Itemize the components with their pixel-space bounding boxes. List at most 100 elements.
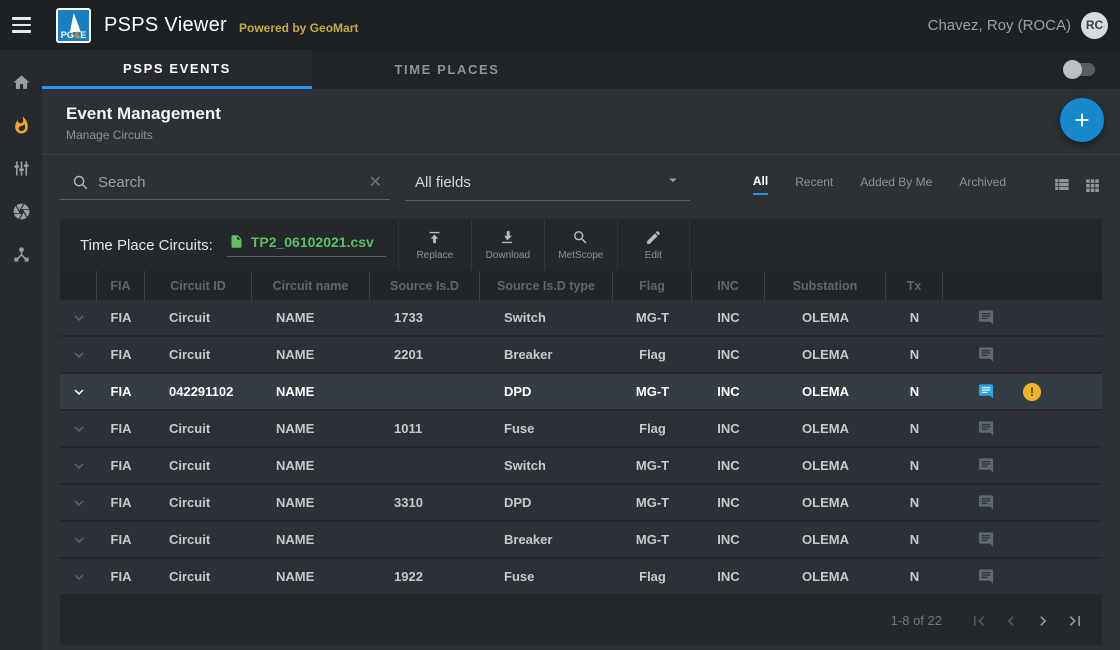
table-row[interactable]: FIA Circuit NAME 1733 Switch MG-T INC OL…: [60, 300, 1102, 337]
cell-tx: N: [886, 300, 943, 335]
sliders-icon[interactable]: [11, 158, 31, 178]
tab-time-places[interactable]: TIME PLACES: [312, 50, 582, 89]
replace-button[interactable]: Replace: [398, 219, 471, 271]
cell-tx: N: [886, 448, 943, 483]
col-substation: Substation: [765, 271, 886, 300]
cell-circuit-id: Circuit: [145, 559, 252, 594]
col-expand: [60, 271, 97, 300]
clear-search-icon[interactable]: ✕: [367, 172, 384, 192]
cell-source-isd-type: Switch: [480, 448, 613, 483]
comment-icon[interactable]: [977, 531, 995, 548]
search-field[interactable]: ✕: [60, 172, 390, 200]
row-expand-chevron-icon[interactable]: [70, 531, 88, 549]
row-expand-chevron-icon[interactable]: [70, 309, 88, 327]
cell-circuit-name: NAME: [252, 411, 370, 446]
grid-view-icon[interactable]: [1083, 175, 1102, 194]
edit-button[interactable]: Edit: [617, 219, 690, 271]
table-row[interactable]: FIA Circuit NAME 1011 Fuse Flag INC OLEM…: [60, 411, 1102, 448]
table-row[interactable]: FIA Circuit NAME 2201 Breaker Flag INC O…: [60, 337, 1102, 374]
cell-inc: INC: [692, 300, 765, 335]
fire-icon[interactable]: [11, 115, 31, 135]
cell-substation: OLEMA: [765, 448, 886, 483]
filter-recent[interactable]: Recent: [795, 175, 833, 194]
comment-icon[interactable]: [977, 457, 995, 474]
last-page-icon[interactable]: [1062, 608, 1088, 634]
add-button[interactable]: [1060, 98, 1104, 142]
previous-page-icon[interactable]: [998, 608, 1024, 634]
table-row[interactable]: FIA Circuit NAME 1922 Fuse Flag INC OLEM…: [60, 559, 1102, 596]
col-fia: FIA: [97, 271, 145, 300]
cell-circuit-id: Circuit: [145, 485, 252, 520]
device-hub-icon[interactable]: [11, 244, 31, 264]
csv-file-name: TP2_06102021.csv: [251, 234, 374, 250]
cell-fia: FIA: [97, 411, 145, 446]
file-icon: [229, 234, 244, 249]
cell-circuit-name: NAME: [252, 337, 370, 372]
row-expand-chevron-icon[interactable]: [70, 457, 88, 475]
aperture-icon[interactable]: [11, 201, 31, 221]
cell-substation: OLEMA: [765, 485, 886, 520]
cell-inc: INC: [692, 411, 765, 446]
tab-psps-events[interactable]: PSPS EVENTS: [42, 50, 312, 89]
table-row[interactable]: FIA 042291102 NAME DPD MG-T INC OLEMA N …: [60, 374, 1102, 411]
list-view-icon[interactable]: [1052, 175, 1071, 194]
comment-icon[interactable]: [977, 346, 995, 363]
page-subtitle: Manage Circuits: [66, 128, 1102, 142]
metscope-button[interactable]: MetScope: [544, 219, 617, 271]
cell-fia: FIA: [97, 559, 145, 594]
powered-by-label: Powered by GeoMart: [239, 21, 358, 35]
cell-flag: Flag: [613, 559, 692, 594]
table-row[interactable]: FIA Circuit NAME 3310 DPD MG-T INC OLEMA…: [60, 485, 1102, 522]
cell-fia: FIA: [97, 448, 145, 483]
table-pagination: 1-8 of 22: [60, 596, 1102, 645]
table-header-row: FIA Circuit ID Circuit name Source Is.D …: [60, 271, 1102, 300]
cell-flag: MG-T: [613, 448, 692, 483]
download-button[interactable]: Download: [471, 219, 544, 271]
cell-fia: FIA: [97, 485, 145, 520]
tab-bar: PSPS EVENTS TIME PLACES: [42, 50, 1120, 89]
comment-icon[interactable]: [977, 420, 995, 437]
csv-file-link[interactable]: TP2_06102021.csv: [227, 234, 386, 257]
cell-substation: OLEMA: [765, 300, 886, 335]
field-filter-select[interactable]: All fields: [405, 171, 690, 201]
row-expand-chevron-icon[interactable]: [70, 420, 88, 438]
cell-circuit-name: NAME: [252, 374, 370, 409]
table-row[interactable]: FIA Circuit NAME Switch MG-T INC OLEMA N: [60, 448, 1102, 485]
col-flag: Flag: [613, 271, 692, 300]
cell-flag: MG-T: [613, 522, 692, 557]
home-icon[interactable]: [11, 72, 31, 92]
cell-circuit-id: Circuit: [145, 411, 252, 446]
cell-circuit-name: NAME: [252, 485, 370, 520]
filter-added-by-me[interactable]: Added By Me: [860, 175, 932, 194]
pge-logo-text: PG&E: [61, 30, 87, 40]
row-expand-chevron-icon[interactable]: [70, 568, 88, 586]
filter-archived[interactable]: Archived: [959, 175, 1006, 194]
comment-icon[interactable]: [977, 309, 995, 326]
row-expand-chevron-icon[interactable]: [70, 346, 88, 364]
cell-circuit-name: NAME: [252, 448, 370, 483]
hamburger-menu-icon[interactable]: [0, 17, 42, 33]
row-expand-chevron-icon[interactable]: [70, 383, 88, 401]
col-circuit-id: Circuit ID: [145, 271, 252, 300]
cell-circuit-name: NAME: [252, 522, 370, 557]
col-circuit-name: Circuit name: [252, 271, 370, 300]
cell-source-isd: [370, 522, 480, 557]
comment-icon[interactable]: [977, 568, 995, 585]
search-input[interactable]: [98, 174, 367, 191]
comment-icon[interactable]: [977, 383, 995, 400]
view-toggle-switch[interactable]: [1065, 63, 1095, 76]
cell-source-isd: [370, 374, 480, 409]
first-page-icon[interactable]: [966, 608, 992, 634]
cell-substation: OLEMA: [765, 411, 886, 446]
row-expand-chevron-icon[interactable]: [70, 494, 88, 512]
filter-all[interactable]: All: [753, 174, 768, 195]
col-tx: Tx: [886, 271, 943, 300]
user-avatar[interactable]: RC: [1081, 12, 1108, 39]
cell-circuit-id: Circuit: [145, 448, 252, 483]
next-page-icon[interactable]: [1030, 608, 1056, 634]
comment-icon[interactable]: [977, 494, 995, 511]
table-row[interactable]: FIA Circuit NAME Breaker MG-T INC OLEMA …: [60, 522, 1102, 559]
top-app-bar: PG&E PSPS Viewer Powered by GeoMart Chav…: [0, 0, 1120, 50]
circuits-table: Time Place Circuits: TP2_06102021.csv Re…: [60, 219, 1102, 645]
cell-substation: OLEMA: [765, 374, 886, 409]
